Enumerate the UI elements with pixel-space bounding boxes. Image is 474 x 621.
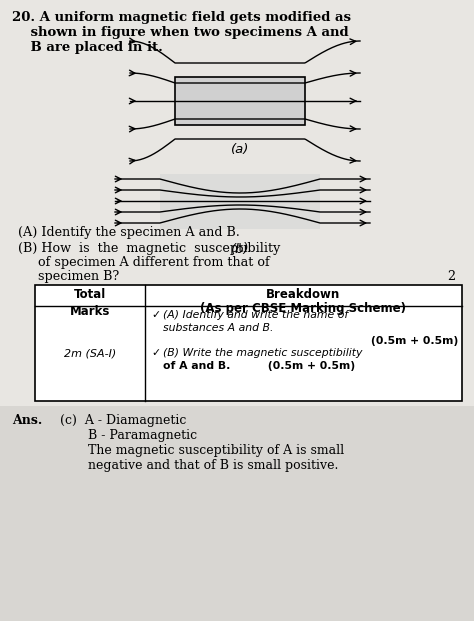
Text: substances A and B.: substances A and B. — [163, 323, 273, 333]
Text: Ans.: Ans. — [12, 414, 42, 427]
Text: B - Paramagnetic: B - Paramagnetic — [60, 429, 197, 442]
Text: (0.5m + 0.5m): (0.5m + 0.5m) — [371, 336, 458, 346]
Text: 2m (SA-I): 2m (SA-I) — [64, 348, 116, 358]
Text: of specimen A different from that of: of specimen A different from that of — [18, 256, 270, 269]
Text: B are placed in it.: B are placed in it. — [12, 41, 163, 54]
Text: shown in figure when two specimens A and: shown in figure when two specimens A and — [12, 26, 348, 39]
Text: 2: 2 — [447, 270, 455, 283]
Bar — [175, 77, 305, 125]
Text: (A) Identify the specimen A and B.: (A) Identify the specimen A and B. — [18, 226, 240, 239]
Text: (B) How  is  the  magnetic  susceptibility: (B) How is the magnetic susceptibility — [18, 242, 281, 255]
Bar — [35, 285, 462, 401]
Text: (B) Write the magnetic susceptibility: (B) Write the magnetic susceptibility — [163, 348, 363, 358]
Text: negative and that of B is small positive.: negative and that of B is small positive… — [60, 459, 338, 472]
Text: (a): (a) — [231, 143, 249, 156]
Text: of A and B.          (0.5m + 0.5m): of A and B. (0.5m + 0.5m) — [163, 361, 355, 371]
Text: specimen B?: specimen B? — [18, 270, 119, 283]
Bar — [0, 406, 474, 621]
Text: (As per CBSE Marking Scheme): (As per CBSE Marking Scheme) — [201, 302, 407, 315]
Text: 20. A uniform magnetic field gets modified as: 20. A uniform magnetic field gets modifi… — [12, 11, 351, 24]
Text: (A) Identify and write the name of: (A) Identify and write the name of — [163, 310, 348, 320]
Text: (b): (b) — [231, 242, 249, 255]
Text: ✓: ✓ — [151, 310, 160, 320]
Text: Total
Marks: Total Marks — [70, 288, 110, 318]
Text: (c)  A - Diamagnetic: (c) A - Diamagnetic — [60, 414, 186, 427]
Text: Breakdown: Breakdown — [266, 288, 341, 301]
Text: ✓: ✓ — [151, 348, 160, 358]
Bar — [160, 173, 320, 229]
Text: The magnetic susceptibility of A is small: The magnetic susceptibility of A is smal… — [60, 444, 344, 457]
